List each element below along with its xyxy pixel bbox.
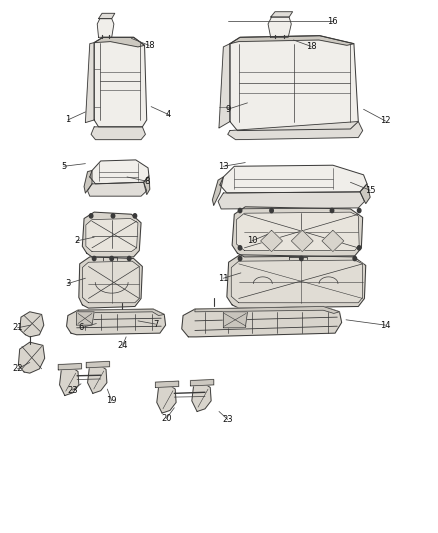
- Circle shape: [300, 256, 303, 261]
- Polygon shape: [227, 255, 366, 308]
- Polygon shape: [231, 260, 363, 303]
- Polygon shape: [228, 122, 363, 140]
- Polygon shape: [86, 219, 138, 252]
- Polygon shape: [230, 36, 354, 45]
- Polygon shape: [195, 306, 339, 313]
- Polygon shape: [94, 37, 145, 47]
- Text: 12: 12: [380, 117, 391, 125]
- Polygon shape: [91, 127, 145, 140]
- Text: 7: 7: [153, 320, 158, 328]
- Polygon shape: [191, 379, 214, 386]
- Circle shape: [357, 208, 361, 213]
- Polygon shape: [144, 176, 150, 195]
- Text: 9: 9: [225, 105, 230, 114]
- Text: 6: 6: [78, 324, 84, 332]
- Polygon shape: [77, 312, 94, 325]
- Text: 18: 18: [306, 42, 316, 51]
- Text: 4: 4: [166, 110, 171, 119]
- Polygon shape: [103, 257, 117, 264]
- Text: 1: 1: [65, 116, 71, 124]
- Polygon shape: [94, 37, 147, 127]
- Polygon shape: [20, 312, 44, 337]
- Text: 24: 24: [117, 341, 128, 350]
- Text: 23: 23: [67, 386, 78, 394]
- Polygon shape: [192, 382, 211, 411]
- Circle shape: [89, 214, 93, 218]
- Circle shape: [92, 256, 96, 261]
- Polygon shape: [67, 309, 166, 335]
- Circle shape: [133, 214, 137, 218]
- Polygon shape: [261, 230, 283, 252]
- Text: 13: 13: [218, 162, 229, 171]
- Circle shape: [110, 256, 113, 261]
- Polygon shape: [58, 364, 81, 370]
- Polygon shape: [237, 212, 359, 251]
- Text: 23: 23: [223, 415, 233, 424]
- Polygon shape: [88, 364, 107, 393]
- Polygon shape: [97, 19, 114, 37]
- Circle shape: [330, 208, 334, 213]
- Text: 2: 2: [74, 237, 79, 245]
- Polygon shape: [60, 366, 79, 395]
- Circle shape: [270, 208, 273, 213]
- Polygon shape: [219, 44, 230, 128]
- Polygon shape: [82, 212, 141, 257]
- Polygon shape: [360, 184, 370, 204]
- Polygon shape: [220, 165, 367, 193]
- Text: 11: 11: [218, 274, 229, 282]
- Polygon shape: [90, 160, 149, 184]
- Text: 5: 5: [61, 162, 66, 171]
- Polygon shape: [82, 261, 139, 303]
- Polygon shape: [223, 312, 247, 328]
- Polygon shape: [84, 171, 92, 193]
- Polygon shape: [218, 192, 364, 209]
- Text: 8: 8: [144, 177, 149, 185]
- Polygon shape: [85, 43, 94, 123]
- Text: 16: 16: [328, 17, 338, 26]
- Polygon shape: [322, 230, 344, 252]
- Text: 3: 3: [65, 279, 71, 288]
- Polygon shape: [18, 342, 45, 373]
- Polygon shape: [155, 381, 179, 387]
- Polygon shape: [230, 36, 358, 131]
- Polygon shape: [289, 257, 307, 264]
- Circle shape: [111, 214, 115, 218]
- Text: 20: 20: [161, 414, 172, 423]
- Polygon shape: [212, 177, 223, 205]
- Polygon shape: [79, 257, 142, 308]
- Text: 19: 19: [106, 397, 117, 405]
- Polygon shape: [78, 309, 164, 316]
- Polygon shape: [157, 384, 176, 413]
- Polygon shape: [271, 12, 293, 17]
- Polygon shape: [99, 13, 115, 19]
- Text: 10: 10: [247, 237, 257, 245]
- Polygon shape: [182, 306, 342, 337]
- Polygon shape: [86, 361, 110, 368]
- Text: 14: 14: [380, 321, 391, 329]
- Polygon shape: [232, 207, 363, 257]
- Text: 22: 22: [12, 365, 23, 373]
- Text: 18: 18: [144, 41, 154, 50]
- Circle shape: [238, 208, 242, 213]
- Circle shape: [238, 246, 242, 250]
- Text: 21: 21: [12, 324, 23, 332]
- Polygon shape: [268, 17, 291, 37]
- Circle shape: [357, 246, 361, 250]
- Circle shape: [238, 256, 242, 261]
- Circle shape: [353, 256, 357, 261]
- Polygon shape: [291, 230, 313, 252]
- Text: 15: 15: [365, 186, 375, 195]
- Circle shape: [127, 256, 131, 261]
- Polygon shape: [88, 182, 147, 196]
